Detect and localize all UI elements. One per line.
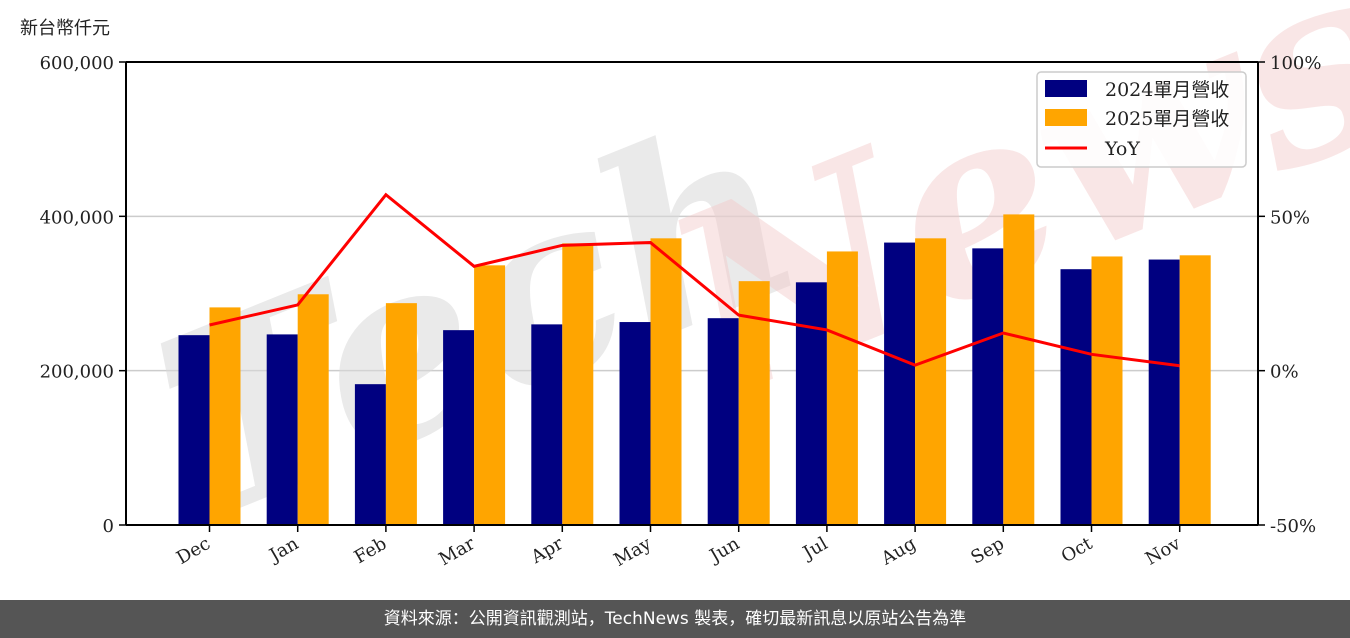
y2-tick-label: 100%	[1270, 53, 1321, 74]
bar-2025-mar	[474, 265, 506, 525]
y2-tick-label: -50%	[1270, 516, 1316, 537]
bar-2024-jun	[707, 318, 739, 525]
bar-2025-sep	[1003, 214, 1035, 525]
bar-2025-apr	[562, 243, 594, 525]
y-tick-label: 200,000	[40, 362, 114, 383]
bar-2024-may	[619, 322, 651, 525]
x-tick-label-apr: Apr	[527, 533, 567, 568]
bar-2024-sep	[972, 248, 1004, 526]
legend-swatch	[1045, 109, 1087, 126]
bar-2025-may	[650, 238, 682, 525]
legend-item-yoy: YoY	[1045, 138, 1140, 160]
y2-tick-label: 0%	[1270, 362, 1299, 383]
bar-2024-nov	[1148, 259, 1180, 525]
bar-2024-dec	[178, 335, 210, 525]
legend-item-2024: 2024單月營收	[1045, 79, 1229, 101]
x-tick-label-dec: Dec	[173, 533, 214, 569]
x-tick-label-may: May	[610, 533, 655, 571]
bar-2025-oct	[1091, 256, 1123, 525]
yoy-line	[209, 192, 1180, 368]
bar-2025-aug	[915, 238, 947, 525]
legend-label: YoY	[1104, 138, 1140, 160]
y-tick-label: 400,000	[40, 207, 114, 228]
x-tick-label-jul: Jul	[798, 533, 832, 565]
bar-2024-jul	[795, 282, 827, 525]
bar-2025-jul	[826, 251, 858, 526]
revenue-chart: 新台幣仟元TechNews0200,000400,000600,000-50%0…	[20, 0, 1350, 575]
x-tick-label-mar: Mar	[435, 533, 479, 570]
bar-2024-jan	[266, 334, 298, 525]
y-tick-label: 600,000	[40, 53, 114, 74]
y-tick-label: 0	[103, 516, 114, 537]
footer-text: 資料來源：公開資訊觀測站，TechNews 製表，確切最新訊息以原站公告為準	[383, 609, 967, 629]
legend-swatch	[1045, 80, 1087, 97]
bar-2025-feb	[385, 303, 417, 525]
legend-label: 2024單月營收	[1105, 79, 1229, 101]
x-tick-label-nov: Nov	[1142, 533, 1185, 570]
x-tick-label-aug: Aug	[877, 533, 920, 570]
x-tick-label-sep: Sep	[967, 533, 1007, 568]
legend-label: 2025單月營收	[1105, 108, 1229, 130]
y-axis-unit-label: 新台幣仟元	[20, 18, 110, 39]
source-footer: 資料來源：公開資訊觀測站，TechNews 製表，確切最新訊息以原站公告為準	[0, 600, 1350, 638]
x-tick-label-feb: Feb	[351, 533, 391, 568]
bar-2024-feb	[354, 384, 386, 525]
bar-2025-jan	[297, 294, 329, 525]
y2-tick-label: 50%	[1270, 207, 1310, 228]
x-tick-label-jun: Jun	[705, 533, 744, 568]
bar-2024-mar	[443, 330, 475, 525]
bar-2024-apr	[531, 324, 563, 525]
x-tick-label-oct: Oct	[1058, 533, 1097, 568]
bar-2025-jun	[738, 281, 770, 525]
legend: 2024單月營收 2025單月營收 YoY	[1036, 71, 1247, 168]
legend-box	[1036, 71, 1247, 168]
bar-2025-nov	[1179, 255, 1211, 526]
bar-2024-aug	[884, 242, 916, 525]
bar-2025-dec	[209, 307, 241, 525]
bar-2024-oct	[1060, 269, 1092, 525]
bar-series	[178, 214, 1211, 526]
legend-item-2025: 2025單月營收	[1045, 108, 1229, 130]
